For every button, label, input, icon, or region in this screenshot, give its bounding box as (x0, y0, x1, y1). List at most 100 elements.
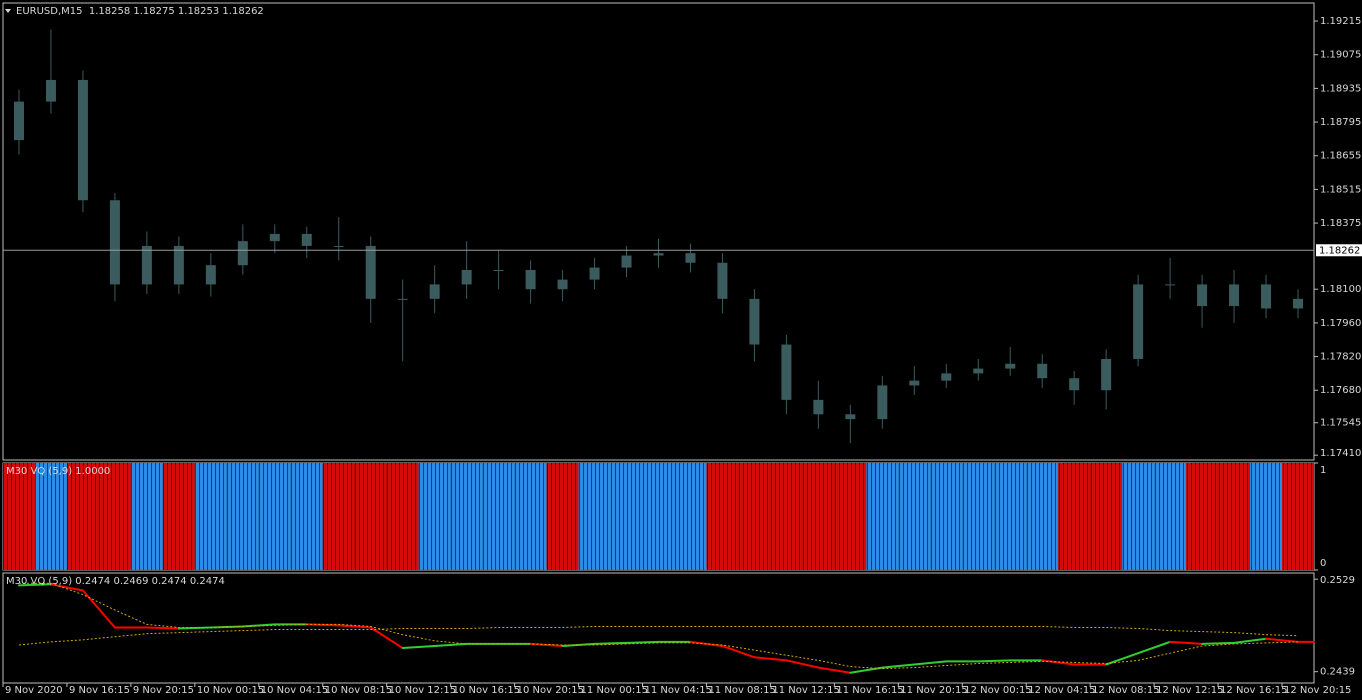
candle-body (781, 344, 792, 400)
indicator-segment (785, 659, 820, 669)
signal-line (18, 582, 1299, 670)
indicator-segment (593, 641, 628, 645)
x-tick-label: 11 Nov 12:15 (772, 685, 839, 696)
candle-body (1293, 298, 1304, 309)
candle-body (1037, 363, 1048, 379)
indicator-segment (529, 642, 564, 647)
panel-frame (2, 572, 1315, 684)
indicator-segment (1041, 659, 1076, 666)
candle-body (621, 255, 632, 268)
candle-body (45, 79, 56, 102)
indicator-segment (177, 626, 212, 630)
candle-body (141, 245, 152, 285)
candle-body (1005, 363, 1016, 369)
indicator-segment (625, 640, 660, 644)
candle-body (1261, 284, 1272, 309)
candle-body (397, 298, 408, 300)
candle-body (1101, 358, 1112, 391)
candle-body (301, 233, 312, 246)
candle-body (909, 380, 920, 386)
y-tick-label: 1.17545 (1320, 418, 1361, 429)
candle-body (493, 269, 504, 271)
y-tick-label: 1.18375 (1320, 218, 1361, 229)
x-tick-label: 12 Nov 12:15 (1156, 685, 1223, 696)
y-tick-label: 1 (1320, 465, 1326, 476)
indicator-segment (977, 659, 1012, 663)
candle-body (1165, 284, 1176, 286)
candle-body (109, 200, 120, 285)
candle-body (653, 253, 664, 256)
y-tick-label: 1.18935 (1320, 83, 1361, 94)
x-tick-label: 12 Nov 00:15 (964, 685, 1031, 696)
indicator-segment (913, 660, 948, 666)
indicator-segment (145, 626, 180, 630)
indicator-segment (1265, 637, 1300, 643)
indicator-segment (1137, 640, 1172, 655)
y-tick-label: 1.19075 (1320, 50, 1361, 61)
x-tick-label: 11 Nov 16:15 (836, 685, 903, 696)
candle-body (269, 233, 280, 242)
indicator-segment (753, 656, 788, 662)
indicator-title: M30 VQ (5,9) 1.0000 (6, 466, 110, 477)
candle-body (877, 385, 888, 420)
candle-body (941, 373, 952, 381)
y-tick-label: 0.2529 (1320, 575, 1355, 586)
x-tick-label: 12 Nov 08:15 (1092, 685, 1159, 696)
indicator-segment (689, 640, 724, 647)
x-tick-label: 10 Nov 08:15 (325, 685, 392, 696)
current-price-box (1316, 244, 1362, 257)
indicator-segment (1233, 637, 1268, 644)
y-tick-label: 0.2439 (1320, 667, 1355, 678)
y-tick-label: 1.17410 (1320, 448, 1361, 459)
y-tick-label: 1.17820 (1320, 352, 1361, 363)
bar-stripes (3, 463, 1314, 570)
candle-body (1133, 284, 1144, 359)
x-tick-label: 10 Nov 16:15 (453, 685, 520, 696)
x-tick-label: 10 Nov 20:15 (517, 685, 584, 696)
candle-body (813, 399, 824, 415)
x-tick-label: 11 Nov 04:15 (645, 685, 712, 696)
indicator-segment (561, 642, 596, 647)
y-tick-label: 1.17960 (1320, 318, 1361, 329)
x-tick-label: 11 Nov 20:15 (900, 685, 967, 696)
candle-body (717, 262, 728, 299)
indicator-title: M30 VQ (5,9) 0.2474 0.2469 0.2474 0.2474 (6, 576, 225, 587)
y-tick-label: 1.18515 (1320, 184, 1361, 195)
candle-body (461, 269, 472, 285)
candle-body (749, 298, 760, 345)
indicator-segment (721, 644, 756, 659)
x-tick-label: 10 Nov 04:15 (261, 685, 328, 696)
indicator-segment (1201, 641, 1236, 645)
candle-body (77, 79, 88, 201)
x-tick-label: 9 Nov 16:15 (69, 685, 130, 696)
candle-body (845, 414, 856, 420)
candle-body (333, 245, 344, 247)
x-tick-label: 11 Nov 08:15 (708, 685, 775, 696)
x-tick-label: 10 Nov 12:15 (389, 685, 456, 696)
indicator-segment (337, 624, 372, 629)
y-tick-label: 1.18795 (1320, 117, 1361, 128)
candle-body (237, 241, 248, 266)
candle-body (525, 269, 536, 290)
indicator-segment (81, 589, 116, 629)
candle-body (1229, 284, 1240, 307)
indicator-segment (433, 642, 468, 647)
indicator-segment (817, 666, 852, 674)
x-tick-label: 12 Nov 20:15 (1284, 685, 1351, 696)
candle-body (1197, 284, 1208, 307)
candle-body (173, 245, 184, 285)
x-tick-label: 10 Nov 00:15 (197, 685, 264, 696)
indicator-segment (1169, 640, 1204, 645)
candle-body (13, 101, 24, 141)
indicator-segment (369, 626, 404, 650)
candle-body (973, 368, 984, 374)
x-tick-label: 12 Nov 16:15 (1220, 685, 1287, 696)
y-tick-label: 1.17680 (1320, 385, 1361, 396)
indicator-segment (881, 663, 916, 669)
y-tick-label: 0 (1320, 558, 1326, 569)
x-tick-label: 9 Nov 2020 (5, 685, 63, 696)
x-tick-label: 11 Nov 00:15 (581, 685, 648, 696)
